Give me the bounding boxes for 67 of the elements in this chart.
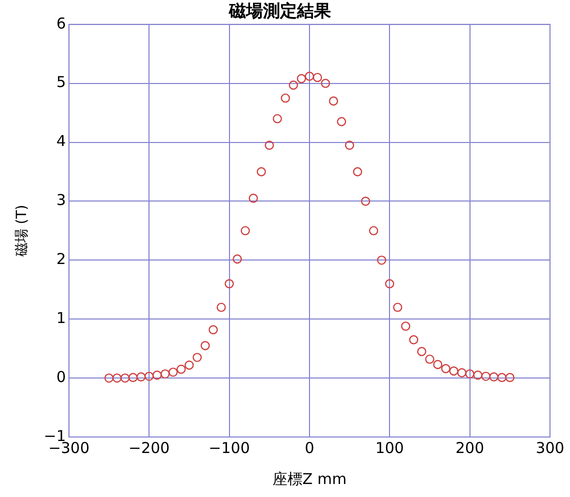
point xyxy=(264,140,274,150)
point xyxy=(136,372,146,382)
point xyxy=(112,373,122,383)
point xyxy=(473,370,482,380)
point xyxy=(328,96,338,106)
point xyxy=(336,117,346,126)
point xyxy=(208,325,218,334)
point xyxy=(200,341,210,350)
point xyxy=(481,372,490,381)
point xyxy=(320,78,330,88)
point xyxy=(409,335,418,344)
point xyxy=(280,93,290,103)
point xyxy=(224,279,234,288)
point xyxy=(176,364,186,374)
point xyxy=(393,302,402,312)
y-tick-label: 2 xyxy=(56,250,66,268)
x-tick-label: 300 xyxy=(536,438,564,457)
y-tick-label: 6 xyxy=(56,14,66,32)
point xyxy=(344,140,354,150)
point xyxy=(360,196,370,206)
x-tick-label: 0 xyxy=(304,438,314,457)
x-tick-label: 100 xyxy=(375,438,404,457)
point xyxy=(433,360,442,370)
point xyxy=(192,352,202,362)
point xyxy=(216,302,226,312)
y-tick-label: 5 xyxy=(56,73,66,92)
x-tick-label: −100 xyxy=(208,438,250,457)
y-tick-label: 4 xyxy=(56,132,66,150)
point xyxy=(168,368,178,377)
point xyxy=(489,372,498,382)
point xyxy=(377,256,386,265)
point xyxy=(232,254,242,264)
point xyxy=(401,322,410,331)
point xyxy=(248,194,258,203)
point xyxy=(256,167,266,176)
point xyxy=(417,346,426,356)
point xyxy=(272,114,282,124)
point xyxy=(457,368,466,378)
y-tick-label: 0 xyxy=(56,368,66,386)
point xyxy=(497,372,506,382)
y-axis-title: 磁場 (T) xyxy=(14,204,30,258)
x-axis-title: 座標Z mm xyxy=(272,470,347,488)
point xyxy=(128,372,138,382)
point xyxy=(296,74,306,84)
chart-title: 磁場測定結果 xyxy=(228,2,332,22)
point xyxy=(288,80,298,90)
point xyxy=(425,354,434,364)
point xyxy=(449,366,458,376)
point xyxy=(160,369,170,379)
point xyxy=(120,373,130,383)
point xyxy=(312,72,322,82)
x-tick-label: 200 xyxy=(456,438,484,457)
point xyxy=(465,369,474,379)
point xyxy=(441,364,450,374)
point xyxy=(505,372,515,382)
point xyxy=(104,373,114,383)
y-tick-label: 3 xyxy=(56,191,66,210)
point xyxy=(369,226,378,236)
point xyxy=(152,370,162,380)
point xyxy=(304,72,314,81)
y-tick-label: 1 xyxy=(56,309,66,328)
point xyxy=(385,279,394,288)
point xyxy=(184,360,194,370)
x-tick-label: −200 xyxy=(128,438,170,457)
point xyxy=(144,372,154,381)
point xyxy=(352,167,362,176)
point xyxy=(240,226,250,236)
